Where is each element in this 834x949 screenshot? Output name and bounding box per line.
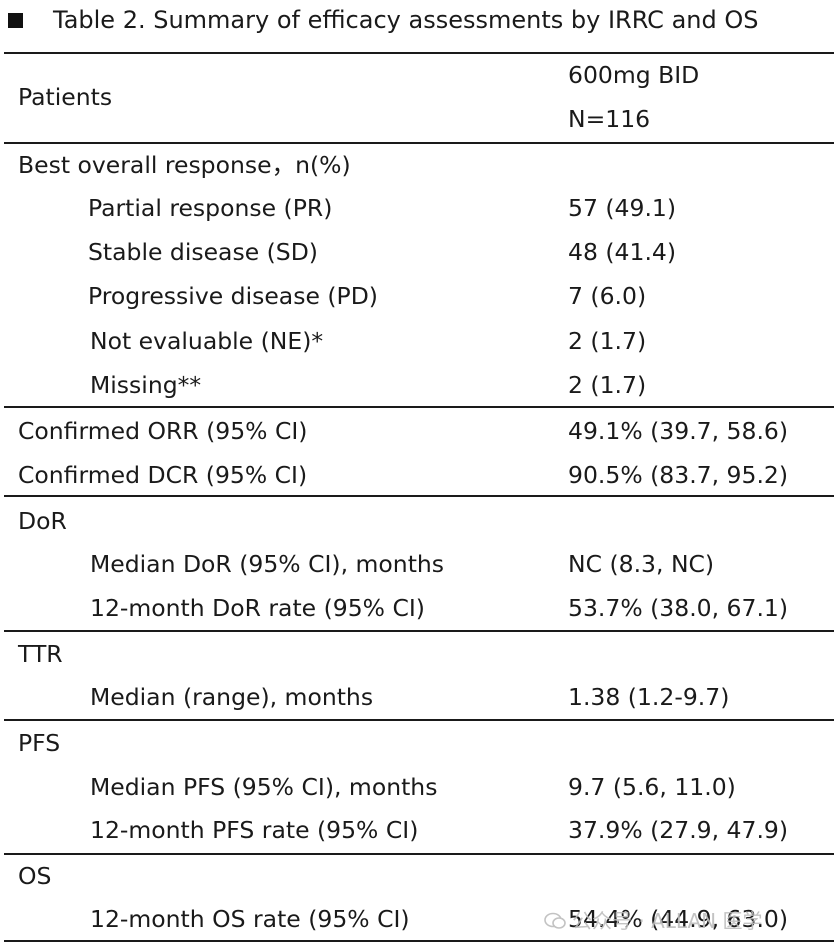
row-label: Confirmed ORR (95% CI) bbox=[18, 417, 308, 445]
row-value: 49.1% (39.7, 58.6) bbox=[568, 417, 789, 445]
row-label: Progressive disease (PD) bbox=[88, 282, 378, 310]
watermark: 公众号 · ALLAN 医学 bbox=[544, 905, 763, 934]
row-label: Partial response (PR) bbox=[88, 194, 333, 222]
table-title: Table 2. Summary of efficacy assessments… bbox=[6, 2, 758, 38]
rule-bottom bbox=[4, 940, 834, 942]
rule-header bbox=[4, 142, 834, 144]
row-value: 2 (1.7) bbox=[568, 327, 647, 355]
rule-after-bor bbox=[4, 406, 834, 408]
row-value: 48 (41.4) bbox=[568, 238, 677, 266]
row-value: 37.9% (27.9, 47.9) bbox=[568, 816, 789, 844]
rule-after-confirmed bbox=[4, 495, 834, 497]
section-label-pfs: PFS bbox=[18, 729, 61, 757]
square-bullet-icon bbox=[8, 12, 23, 28]
watermark-text: 公众号 · ALLAN 医学 bbox=[572, 909, 763, 933]
row-label: 12-month PFS rate (95% CI) bbox=[90, 816, 419, 844]
row-label: 12-month OS rate (95% CI) bbox=[90, 905, 410, 933]
row-label: Stable disease (SD) bbox=[88, 238, 318, 266]
row-label: 12-month DoR rate (95% CI) bbox=[90, 594, 425, 622]
rule-top bbox=[4, 52, 834, 54]
rule-after-dor bbox=[4, 630, 834, 632]
row-label: Median DoR (95% CI), months bbox=[90, 550, 445, 578]
chat-bubble-icon bbox=[544, 911, 566, 929]
row-value: 1.38 (1.2-9.7) bbox=[568, 683, 730, 711]
table-title-text: Table 2. Summary of efficacy assessments… bbox=[53, 6, 759, 34]
section-label-ttr: TTR bbox=[18, 640, 63, 668]
rule-after-ttr bbox=[4, 719, 834, 721]
row-label: Median (range), months bbox=[90, 683, 374, 711]
section-label-dor: DoR bbox=[18, 507, 67, 535]
section-label-os: OS bbox=[18, 862, 52, 890]
row-label: Confirmed DCR (95% CI) bbox=[18, 461, 308, 489]
row-value: 54.4% (44.9, 63.0) bbox=[568, 905, 789, 933]
row-value: 9.7 (5.6, 11.0) bbox=[568, 773, 736, 801]
row-value: NC (8.3, NC) bbox=[568, 550, 715, 578]
row-value: 7 (6.0) bbox=[568, 282, 647, 310]
row-label: Not evaluable (NE)* bbox=[90, 327, 324, 355]
row-value: 53.7% (38.0, 67.1) bbox=[568, 594, 789, 622]
row-label: Missing** bbox=[90, 371, 202, 399]
row-value: 57 (49.1) bbox=[568, 194, 677, 222]
row-label: Median PFS (95% CI), months bbox=[90, 773, 438, 801]
header-n: N=116 bbox=[568, 105, 651, 133]
header-dose: 600mg BID bbox=[568, 61, 700, 89]
section-label-bor: Best overall response，n(%) bbox=[18, 151, 351, 179]
row-value: 2 (1.7) bbox=[568, 371, 647, 399]
header-patients: Patients bbox=[18, 83, 113, 111]
rule-after-pfs bbox=[4, 853, 834, 855]
row-value: 90.5% (83.7, 95.2) bbox=[568, 461, 789, 489]
